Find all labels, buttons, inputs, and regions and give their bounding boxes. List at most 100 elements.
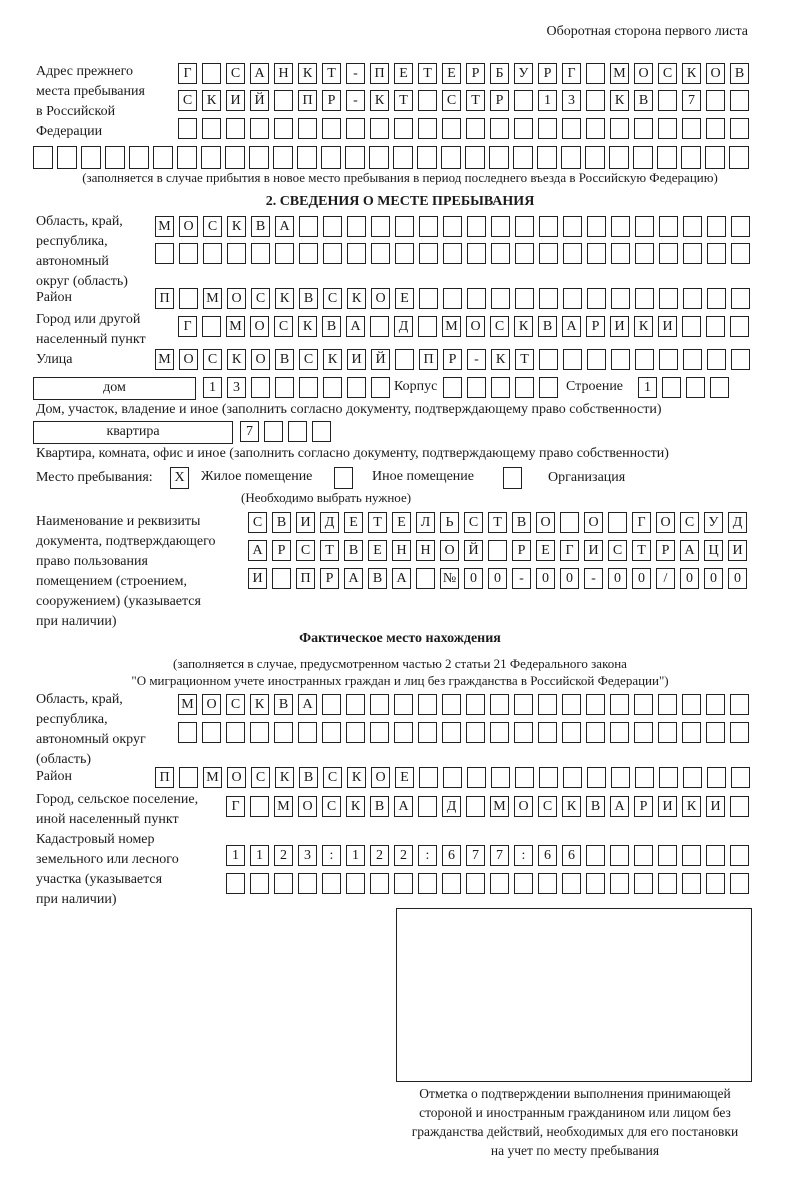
char-cell[interactable]: Г [562, 63, 581, 84]
char-cell[interactable]: - [467, 349, 486, 370]
char-cell[interactable] [321, 146, 341, 169]
char-cell[interactable] [515, 243, 534, 264]
char-cell[interactable]: К [514, 316, 533, 337]
char-cell[interactable]: С [323, 767, 342, 788]
char-cell[interactable]: Р [634, 796, 653, 817]
char-cell[interactable] [585, 146, 605, 169]
char-cell[interactable]: Р [656, 540, 675, 561]
char-cell[interactable] [635, 216, 654, 237]
char-cell[interactable]: С [296, 540, 315, 561]
char-cell[interactable] [539, 377, 558, 398]
char-cell[interactable] [586, 722, 605, 743]
char-cell[interactable]: А [610, 796, 629, 817]
char-cell[interactable] [395, 216, 414, 237]
char-cell[interactable]: Т [320, 540, 339, 561]
char-cell[interactable]: С [178, 90, 197, 111]
char-cell[interactable] [706, 118, 725, 139]
char-cell[interactable] [251, 243, 270, 264]
char-cell[interactable]: П [419, 349, 438, 370]
char-cell[interactable] [515, 767, 534, 788]
char-cell[interactable] [275, 377, 294, 398]
char-cell[interactable] [491, 767, 510, 788]
char-cell[interactable]: И [728, 540, 747, 561]
char-cell[interactable] [658, 118, 677, 139]
char-cell[interactable] [659, 349, 678, 370]
char-cell[interactable] [465, 146, 485, 169]
char-cell[interactable]: О [250, 316, 269, 337]
char-cell[interactable] [611, 767, 630, 788]
char-cell[interactable]: О [536, 512, 555, 533]
char-cell[interactable] [33, 146, 53, 169]
char-cell[interactable] [635, 349, 654, 370]
char-cell[interactable] [611, 288, 630, 309]
char-cell[interactable] [274, 118, 293, 139]
char-cell[interactable] [418, 694, 437, 715]
char-cell[interactable]: О [371, 767, 390, 788]
char-cell[interactable] [417, 146, 437, 169]
char-cell[interactable]: У [704, 512, 723, 533]
char-cell[interactable] [346, 118, 365, 139]
char-cell[interactable]: 0 [536, 568, 555, 589]
char-cell[interactable] [288, 421, 307, 442]
char-cell[interactable]: Р [320, 568, 339, 589]
char-cell[interactable] [729, 146, 749, 169]
char-cell[interactable]: О [227, 288, 246, 309]
char-cell[interactable]: С [251, 288, 270, 309]
char-cell[interactable]: С [608, 540, 627, 561]
char-cell[interactable]: О [179, 216, 198, 237]
char-cell[interactable]: К [370, 90, 389, 111]
char-cell[interactable] [706, 845, 725, 866]
char-cell[interactable] [443, 243, 462, 264]
char-cell[interactable] [490, 873, 509, 894]
char-cell[interactable] [226, 873, 245, 894]
char-cell[interactable] [586, 118, 605, 139]
char-cell[interactable]: А [562, 316, 581, 337]
char-cell[interactable]: Е [536, 540, 555, 561]
char-cell[interactable] [264, 421, 283, 442]
char-cell[interactable]: 1 [346, 845, 365, 866]
char-cell[interactable]: 6 [538, 845, 557, 866]
char-cell[interactable] [419, 216, 438, 237]
char-cell[interactable]: В [251, 216, 270, 237]
char-cell[interactable] [683, 216, 702, 237]
char-cell[interactable]: О [584, 512, 603, 533]
char-cell[interactable]: О [634, 63, 653, 84]
char-cell[interactable]: М [178, 694, 197, 715]
char-cell[interactable] [539, 216, 558, 237]
char-cell[interactable] [467, 216, 486, 237]
char-cell[interactable]: Ь [440, 512, 459, 533]
char-cell[interactable] [610, 845, 629, 866]
char-cell[interactable] [371, 243, 390, 264]
char-cell[interactable] [683, 288, 702, 309]
char-cell[interactable]: А [392, 568, 411, 589]
char-cell[interactable] [634, 118, 653, 139]
char-cell[interactable] [587, 288, 606, 309]
char-cell[interactable]: В [368, 568, 387, 589]
char-cell[interactable] [202, 316, 221, 337]
char-cell[interactable] [563, 767, 582, 788]
char-cell[interactable]: Е [395, 767, 414, 788]
char-cell[interactable] [443, 377, 462, 398]
char-cell[interactable] [682, 118, 701, 139]
char-cell[interactable] [659, 288, 678, 309]
char-cell[interactable] [322, 118, 341, 139]
char-cell[interactable] [682, 845, 701, 866]
char-cell[interactable] [491, 216, 510, 237]
char-cell[interactable]: Г [560, 540, 579, 561]
char-cell[interactable] [586, 63, 605, 84]
char-cell[interactable] [393, 146, 413, 169]
char-cell[interactable] [707, 349, 726, 370]
char-cell[interactable] [443, 288, 462, 309]
char-cell[interactable]: О [179, 349, 198, 370]
char-cell[interactable] [682, 694, 701, 715]
char-cell[interactable]: Е [394, 63, 413, 84]
char-cell[interactable] [395, 349, 414, 370]
char-cell[interactable]: М [490, 796, 509, 817]
char-cell[interactable] [345, 146, 365, 169]
char-cell[interactable] [683, 349, 702, 370]
char-cell[interactable] [274, 722, 293, 743]
char-cell[interactable]: К [298, 63, 317, 84]
char-cell[interactable] [707, 767, 726, 788]
char-cell[interactable]: К [275, 288, 294, 309]
char-cell[interactable]: Б [490, 63, 509, 84]
